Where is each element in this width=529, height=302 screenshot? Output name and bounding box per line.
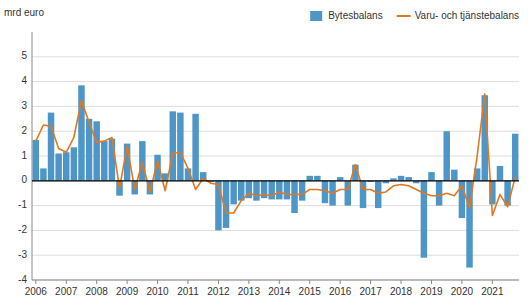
bar [451,170,457,181]
x-tick [66,280,67,284]
bar [170,111,176,180]
x-tick-label: 2006 [25,286,48,297]
bar [33,140,39,181]
x-tick-label: 2011 [177,286,199,297]
grid [32,57,519,280]
legend-swatch [397,15,411,17]
x-tick [279,280,280,284]
grid-line [32,56,519,57]
legend-item: Varu- och tjänstebalans [397,10,519,21]
bar [177,113,183,181]
bar [268,181,274,200]
bar [215,181,221,231]
x-axis-line [32,280,519,281]
x-tick [96,280,97,284]
bar [497,166,503,181]
y-tick-label: -1 [18,199,27,210]
chart: -4 -3 -2 -1 0 1 2 3 4 5 2006 2007 2008 2009 2010 2011 20… [0,0,529,302]
legend: Bytesbalans Varu- och tjänstebalans [310,10,519,21]
x-tick-label: 2021 [481,286,504,297]
grid-line [32,81,519,82]
x-tick [218,280,219,284]
bar [139,141,145,181]
x-tick-label: 2008 [86,286,109,297]
y-tick-label: -4 [18,274,27,285]
bar [230,181,236,205]
bar [192,114,198,181]
y-axis-line [32,32,33,280]
x-tick [461,280,462,284]
y-tick-label: -2 [18,224,27,235]
line [36,94,515,216]
legend-item: Bytesbalans [310,10,382,21]
background [0,0,529,302]
x-tick-label: 2009 [116,286,139,297]
plot-area [33,85,519,267]
bar [314,176,320,181]
grid-line [32,255,519,256]
legend-label: Bytesbalans [328,10,382,21]
x-tick-label: 2014 [268,286,291,297]
bar [299,181,305,201]
bar [63,152,69,181]
bar [360,181,366,208]
bar [71,147,77,180]
grid-line [32,180,519,181]
bar [284,181,290,200]
x-tick [492,280,493,284]
x-tick-label: 2019 [420,286,443,297]
x-tick-label: 2016 [329,286,352,297]
bar [40,168,46,180]
x-tick [370,280,371,284]
bar [93,121,99,181]
y-tick-label: 0 [21,174,27,185]
x-tick-label: 2018 [390,286,413,297]
bar [276,181,282,200]
grid-line [32,280,519,281]
y-tick-label: -3 [18,249,27,260]
x-tick [309,280,310,284]
y-axis-label: mrd euro [4,7,44,18]
x-tick [157,280,158,284]
x-tick [340,280,341,284]
x-tick-label: 2020 [451,286,474,297]
bar [55,154,61,181]
x-tick-label: 2012 [207,286,230,297]
y-tick-label: 5 [21,50,27,61]
bar [101,141,107,181]
bar [307,176,313,181]
grid-line [32,230,519,231]
y-tick-label: 1 [21,150,27,161]
x-tick [431,280,432,284]
x-tick [187,280,188,284]
bar [375,181,381,208]
bar [443,131,449,181]
legend-swatch [310,11,322,21]
y-tick-label: 2 [21,125,27,136]
bar [291,181,297,213]
zero-line [32,180,519,181]
bar [398,176,404,181]
legend-label: Varu- och tjänstebalans [415,10,519,21]
bar [48,113,54,181]
bar [109,139,115,181]
bar [512,134,518,181]
bar [253,181,259,201]
x-tick [35,280,36,284]
x-tick-label: 2013 [238,286,261,297]
x-tick-label: 2007 [55,286,78,297]
bar [428,172,434,181]
x-tick-label: 2017 [359,286,382,297]
bar [436,181,442,206]
x-tick [127,280,128,284]
x-tick-label: 2015 [299,286,322,297]
x-tick-label: 2010 [146,286,169,297]
y-tick-label: 3 [21,100,27,111]
x-tick [401,280,402,284]
x-tick [248,280,249,284]
grid-line [32,106,519,107]
y-tick-label: 4 [21,75,27,86]
grid-line [32,205,519,206]
